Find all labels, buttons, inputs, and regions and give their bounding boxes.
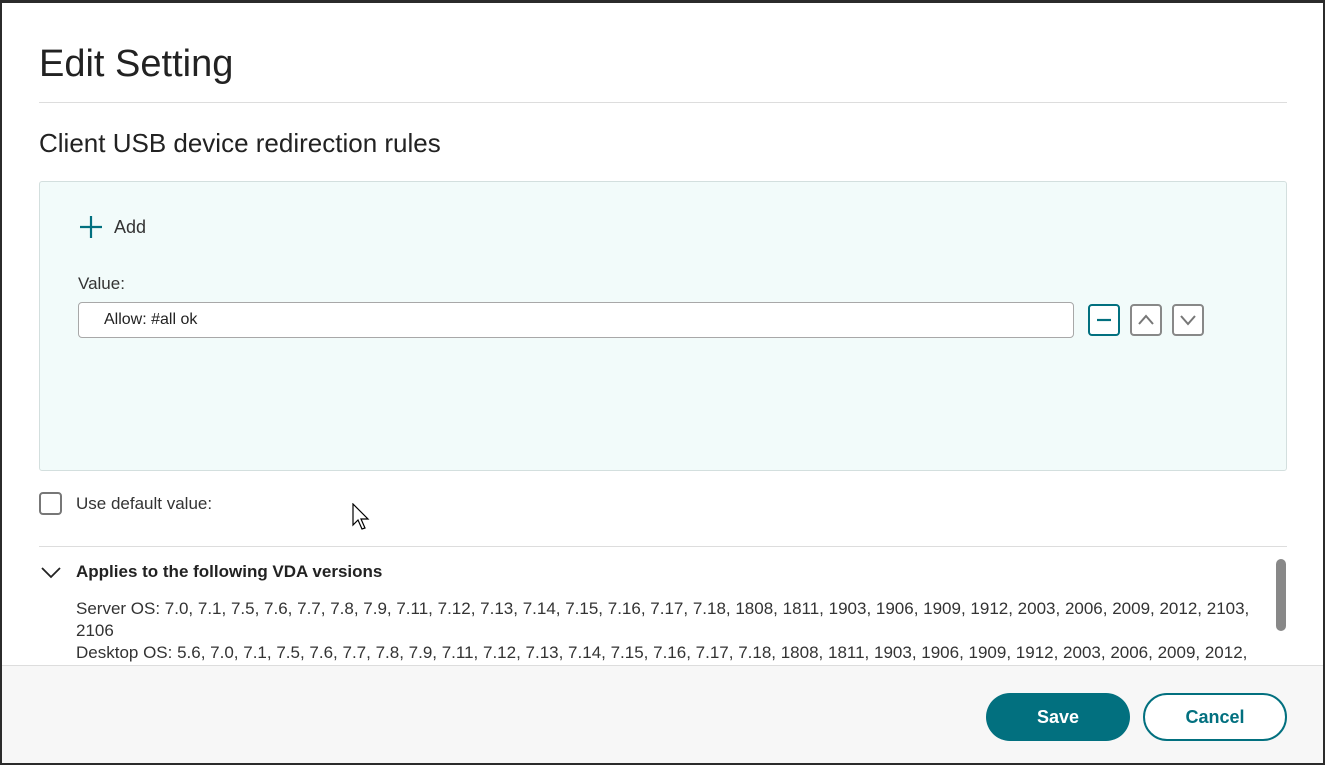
add-button[interactable]: Add bbox=[78, 214, 146, 240]
move-down-button[interactable] bbox=[1172, 304, 1204, 336]
server-os-versions: Server OS: 7.0, 7.1, 7.5, 7.6, 7.7, 7.8,… bbox=[76, 599, 1250, 640]
dialog-footer: Save Cancel bbox=[2, 665, 1323, 763]
divider bbox=[39, 102, 1287, 103]
value-input[interactable] bbox=[78, 302, 1074, 338]
setting-name: Client USB device redirection rules bbox=[39, 128, 441, 158]
move-up-button[interactable] bbox=[1130, 304, 1162, 336]
desktop-os-versions: Desktop OS: 5.6, 7.0, 7.1, 7.5, 7.6, 7.7… bbox=[76, 643, 1248, 662]
applies-to-toggle[interactable]: Applies to the following VDA versions bbox=[76, 562, 383, 581]
chevron-down-icon[interactable] bbox=[40, 563, 62, 581]
minus-icon bbox=[1097, 318, 1111, 322]
divider bbox=[39, 546, 1287, 547]
cancel-button[interactable]: Cancel bbox=[1143, 693, 1287, 741]
chevron-down-icon bbox=[1180, 315, 1196, 326]
use-default-checkbox[interactable] bbox=[39, 492, 62, 515]
use-default-label: Use default value: bbox=[76, 494, 213, 513]
add-label: Add bbox=[114, 216, 147, 237]
remove-value-button[interactable] bbox=[1088, 304, 1120, 336]
value-editor-panel: Add Value: bbox=[39, 181, 1287, 471]
chevron-up-icon bbox=[1138, 314, 1154, 325]
value-label: Value: bbox=[78, 274, 125, 293]
dialog-title: Edit Setting bbox=[39, 43, 234, 85]
mouse-cursor-icon bbox=[352, 503, 370, 530]
plus-icon bbox=[80, 216, 102, 238]
save-button[interactable]: Save bbox=[986, 693, 1130, 741]
scrollbar[interactable] bbox=[1276, 559, 1286, 631]
vda-versions: Server OS: 7.0, 7.1, 7.5, 7.6, 7.7, 7.8,… bbox=[76, 598, 1266, 664]
